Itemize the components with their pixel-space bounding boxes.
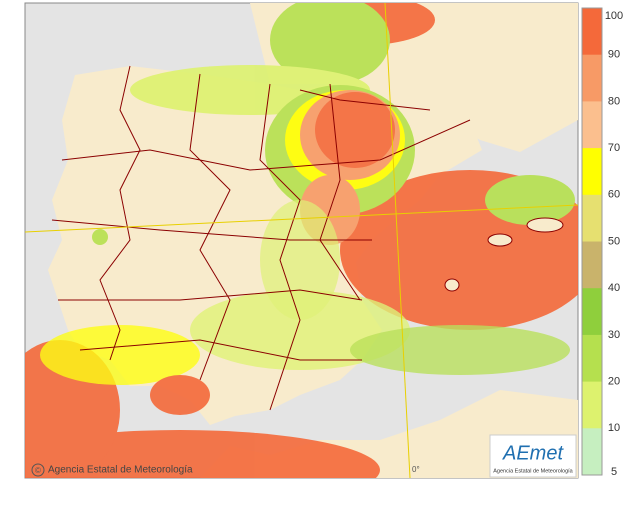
legend-band	[582, 241, 602, 289]
credit: Agencia Estatal de Meteorología	[48, 465, 193, 476]
meridian	[384, 3, 411, 478]
legend-label: 100	[605, 10, 623, 22]
legend-label: 80	[608, 95, 620, 107]
credit-icon	[31, 463, 45, 477]
legend-band	[582, 148, 602, 196]
parallel	[25, 204, 578, 233]
legend-label: 10	[608, 422, 620, 434]
legend-band	[582, 101, 602, 149]
legend-label: 5	[611, 466, 617, 478]
legend-band	[582, 288, 602, 336]
map: 0° © Agencia Estatal de Meteorología AEm…	[24, 2, 579, 479]
island	[526, 217, 564, 233]
island	[487, 233, 513, 247]
legend-label: 90	[608, 49, 620, 61]
legend-label: 60	[608, 189, 620, 201]
legend-band	[582, 428, 602, 476]
legend: 100 90 80 70 60 50 40 30 20 10 5	[581, 7, 623, 478]
probability-field	[25, 3, 578, 478]
legend-label: 20	[608, 376, 620, 388]
island	[444, 278, 460, 292]
logo-subtitle: Agencia Estatal de Meteorología	[493, 468, 573, 474]
legend-label: 50	[608, 235, 620, 247]
legend-band	[582, 54, 602, 102]
meridian-label: 0°	[412, 465, 420, 474]
legend-band	[582, 8, 602, 56]
borders	[51, 65, 471, 411]
legend-frame	[581, 7, 603, 476]
legend-band	[582, 381, 602, 429]
logo-box	[489, 434, 577, 478]
legend-label: 30	[608, 329, 620, 341]
logo: AEmet	[502, 442, 564, 464]
legend-label: 70	[608, 142, 620, 154]
legend-label: 40	[608, 282, 620, 294]
credit-symbol: ©	[35, 466, 41, 475]
legend-band	[582, 334, 602, 383]
legend-band	[582, 194, 602, 242]
